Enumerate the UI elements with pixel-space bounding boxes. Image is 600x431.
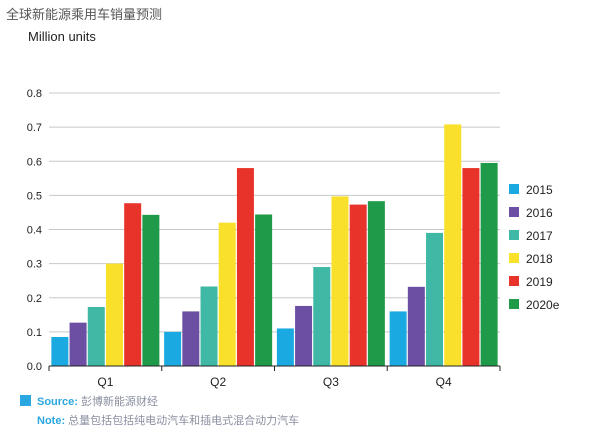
legend-label: 2020e: [526, 298, 560, 312]
bar-2018-Q2: [218, 222, 236, 366]
bar-2017-Q2: [200, 286, 218, 366]
y-tick-label: 0.5: [27, 190, 42, 202]
bar-2019-Q3: [349, 204, 367, 366]
bar-2015-Q3: [276, 328, 294, 366]
bar-2020e-Q3: [367, 201, 385, 366]
source-value: 彭博新能源财经: [81, 396, 159, 408]
bar-2016-Q2: [182, 311, 200, 366]
bar-2019-Q4: [462, 168, 480, 366]
y-tick-label: 0.2: [27, 293, 42, 305]
note-value: 总量包括包括纯电动汽车和插电式混合动力汽车: [68, 415, 300, 427]
y-tick-label: 0.0: [27, 361, 42, 373]
y-tick-label: 0.8: [27, 88, 42, 100]
y-tick-label: 0.3: [27, 259, 42, 271]
y-axis-ticks: 0.0 0.1 0.2 0.3 0.4 0.5 0.6 0.7 0.8: [27, 88, 42, 373]
bar-2015-Q4: [389, 311, 407, 366]
note-label: Note:: [37, 415, 66, 427]
source-label: Source:: [37, 396, 78, 408]
legend-swatch-2020e: [509, 299, 519, 309]
legend-swatch-2019: [509, 276, 519, 286]
bar-2016-Q4: [407, 286, 425, 366]
bar-2016-Q3: [295, 305, 313, 366]
y-tick-label: 0.1: [27, 327, 42, 339]
bar-2017-Q3: [313, 267, 331, 366]
x-category-label: Q1: [97, 375, 113, 389]
chart-title: 全球新能源乘用车销量预测: [6, 7, 163, 22]
bars: [51, 124, 498, 367]
y-tick-label: 0.4: [27, 225, 42, 237]
grid-lines: [49, 92, 500, 333]
legend-swatch-2017: [509, 230, 519, 240]
legend: 2015 2016 2017 2018 2019 2020e: [509, 183, 560, 312]
bar-2019-Q2: [236, 168, 254, 366]
x-category-label: Q4: [436, 375, 452, 389]
bar-2016-Q1: [69, 322, 87, 366]
source-line: Source: 彭博新能源财经: [20, 393, 158, 409]
x-category-label: Q3: [323, 375, 339, 389]
bar-2018-Q1: [105, 263, 123, 366]
note-line: Note: 总量包括包括纯电动汽车和插电式混合动力汽车: [37, 412, 299, 428]
source-square-icon: [20, 395, 31, 406]
legend-swatch-2016: [509, 207, 519, 217]
bar-2019-Q1: [124, 203, 142, 366]
bar-2015-Q2: [164, 331, 182, 366]
bar-2020e-Q1: [142, 214, 160, 366]
legend-label: 2015: [526, 183, 553, 197]
y-tick-label: 0.6: [27, 156, 42, 168]
bar-2020e-Q4: [480, 162, 498, 366]
legend-swatch-2015: [509, 184, 519, 194]
legend-label: 2017: [526, 229, 553, 243]
x-axis: Q1 Q2 Q3 Q4: [48, 365, 501, 389]
legend-label: 2018: [526, 252, 553, 266]
bar-2018-Q3: [331, 196, 349, 366]
legend-label: 2019: [526, 275, 553, 289]
bar-2015-Q1: [51, 336, 69, 366]
legend-swatch-2018: [509, 253, 519, 263]
y-axis-unit-label: Million units: [28, 29, 96, 44]
bar-2017-Q1: [87, 306, 105, 366]
y-tick-label: 0.7: [27, 122, 42, 134]
x-category-label: Q2: [210, 375, 226, 389]
bar-2017-Q4: [426, 232, 444, 366]
legend-label: 2016: [526, 206, 553, 220]
bar-2020e-Q2: [255, 214, 273, 366]
bar-2018-Q4: [444, 124, 462, 367]
